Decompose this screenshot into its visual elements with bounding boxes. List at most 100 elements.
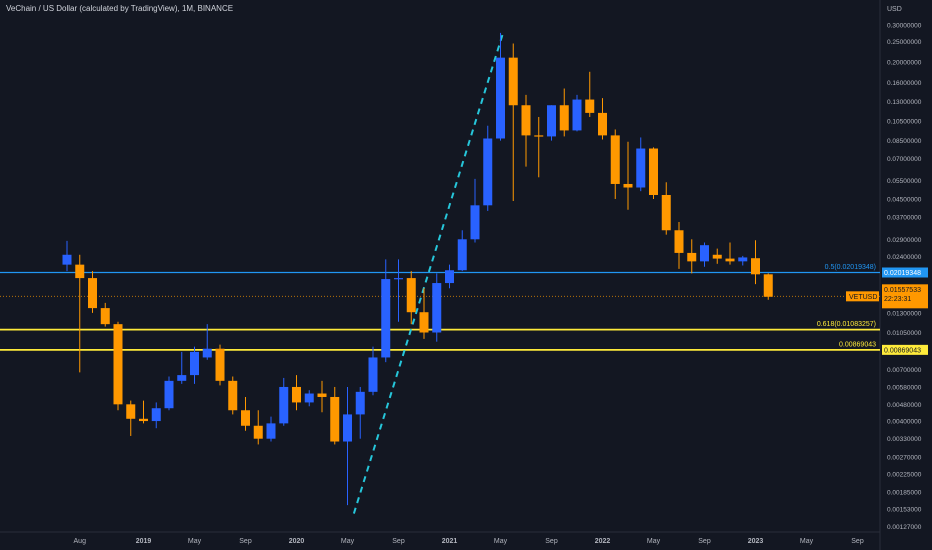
price-tick-label: 0.08500000 bbox=[887, 138, 922, 145]
candle-body bbox=[674, 230, 684, 253]
time-tick-label: May bbox=[341, 538, 355, 545]
trend-line bbox=[352, 32, 505, 514]
candle-body bbox=[266, 423, 276, 439]
price-tick-label: 0.01300000 bbox=[887, 310, 922, 317]
chart-title: VeChain / US Dollar (calculated by Tradi… bbox=[6, 4, 234, 13]
candle-body bbox=[649, 148, 658, 195]
price-tick-label: 0.00700000 bbox=[887, 367, 922, 374]
price-tick-label: 0.00580000 bbox=[887, 384, 922, 391]
symbol-tag: VETUSD bbox=[849, 294, 877, 301]
time-tick-label: 2022 bbox=[595, 538, 611, 545]
candle-body bbox=[330, 396, 340, 442]
candle-body bbox=[368, 357, 378, 392]
price-tick-label: 0.00400000 bbox=[887, 419, 922, 426]
candle-body bbox=[598, 112, 607, 136]
time-tick-label: Sep bbox=[239, 538, 252, 545]
level-label-fib-0.618: 0.618(0.01083257) bbox=[817, 321, 876, 328]
candle-body bbox=[279, 386, 289, 424]
candle-body bbox=[419, 312, 429, 333]
time-tick-label: May bbox=[494, 538, 508, 545]
price-tick-label: 0.02900000 bbox=[887, 237, 922, 244]
price-tick-label: 0.00330000 bbox=[887, 436, 922, 443]
candle-body bbox=[700, 245, 709, 262]
time-tick-label: Sep bbox=[851, 538, 864, 545]
price-tick-label: 0.30000000 bbox=[887, 22, 922, 29]
candle-body bbox=[636, 148, 646, 188]
candle-body bbox=[661, 194, 671, 231]
candle-body bbox=[228, 380, 238, 411]
price-tick-label: 0.07000000 bbox=[887, 156, 922, 163]
candle-body bbox=[406, 278, 416, 313]
candle-body bbox=[445, 270, 454, 284]
time-tick-label: 2020 bbox=[289, 538, 305, 545]
time-tick-label: Sep bbox=[698, 538, 711, 545]
candle-body bbox=[572, 99, 582, 131]
symbol-tag-bg bbox=[846, 291, 879, 302]
price-tick-label: 0.01050000 bbox=[887, 330, 922, 337]
price-axis-unit: USD bbox=[887, 6, 902, 13]
level-label-fib-0.5: 0.5(0.02019348) bbox=[825, 264, 876, 271]
price-tick-label: 0.10500000 bbox=[887, 119, 922, 126]
candle-body bbox=[75, 264, 85, 279]
candle-body bbox=[241, 410, 250, 426]
price-tick-label: 0.13000000 bbox=[887, 99, 922, 106]
price-tick-label: 0.00185000 bbox=[887, 489, 922, 496]
last-price-badge-bg bbox=[882, 284, 928, 309]
time-tick-label: 2023 bbox=[748, 538, 764, 545]
candle-body bbox=[381, 279, 391, 358]
candle-body bbox=[457, 239, 467, 271]
support-price-badge-text: 0.00869043 bbox=[884, 347, 921, 354]
candle-body bbox=[343, 414, 352, 442]
candle-body bbox=[751, 258, 760, 275]
candle-body bbox=[521, 105, 531, 136]
time-tick-label: Aug bbox=[74, 538, 87, 545]
candle-body bbox=[317, 393, 327, 397]
price-tick-label: 0.20000000 bbox=[887, 60, 922, 67]
candle-body bbox=[164, 380, 174, 409]
candle-body bbox=[88, 278, 97, 309]
price-tick-label: 0.00127000 bbox=[887, 524, 922, 531]
price-tick-label: 0.04500000 bbox=[887, 196, 922, 203]
price-tick-label: 0.00153000 bbox=[887, 507, 922, 514]
support-price-badge-bg bbox=[882, 344, 928, 355]
candle-body bbox=[470, 205, 480, 240]
price-tick-label: 0.00270000 bbox=[887, 455, 922, 462]
time-tick-label: 2021 bbox=[442, 538, 458, 545]
candle-body bbox=[292, 386, 301, 403]
price-tick-label: 0.25000000 bbox=[887, 39, 922, 46]
candle-body bbox=[304, 393, 314, 403]
fib-price-badge-text: 0.02019348 bbox=[884, 270, 921, 277]
level-label-support: 0.00869043 bbox=[839, 341, 876, 348]
candle-body bbox=[62, 254, 72, 265]
time-tick-label: May bbox=[647, 538, 661, 545]
candle-body bbox=[394, 278, 403, 280]
candle-body bbox=[151, 408, 161, 422]
candle-body bbox=[355, 391, 365, 415]
time-tick-label: Sep bbox=[392, 538, 405, 545]
last-price-badge-text: 22:23:31 bbox=[884, 296, 911, 303]
candle-body bbox=[559, 105, 569, 131]
candle-body bbox=[712, 254, 722, 259]
price-tick-label: 0.00480000 bbox=[887, 402, 922, 409]
candle-body bbox=[215, 348, 225, 381]
price-tick-label: 0.02400000 bbox=[887, 254, 922, 261]
candle-body bbox=[585, 99, 595, 113]
price-tick-label: 0.16000000 bbox=[887, 80, 922, 87]
candle-body bbox=[508, 57, 518, 106]
candle-body bbox=[610, 135, 620, 184]
candle-body bbox=[253, 425, 263, 439]
fib-price-badge-bg bbox=[882, 267, 928, 278]
last-price-badge-text: 0.01557533 bbox=[884, 287, 921, 294]
candle-body bbox=[100, 308, 110, 325]
candle-body bbox=[547, 105, 556, 137]
candle-body bbox=[202, 348, 212, 358]
candle-body bbox=[725, 258, 735, 262]
time-tick-label: May bbox=[800, 538, 814, 545]
candle-body bbox=[432, 283, 442, 333]
time-tick-label: Sep bbox=[545, 538, 558, 545]
candle-body bbox=[738, 257, 748, 262]
price-tick-label: 0.05500000 bbox=[887, 178, 922, 185]
candle-body bbox=[177, 375, 187, 381]
price-tick-label: 0.03700000 bbox=[887, 214, 922, 221]
